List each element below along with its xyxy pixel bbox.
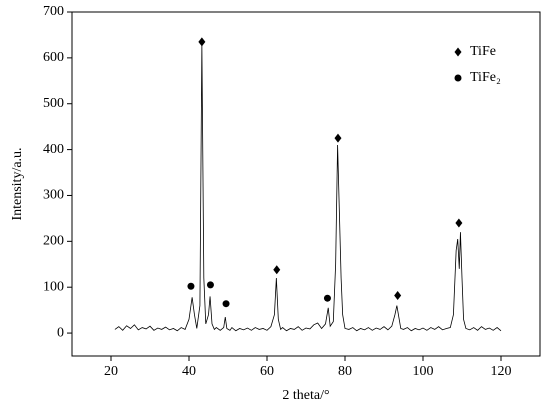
x-tick-label: 60 xyxy=(260,364,274,379)
x-tick-label: 80 xyxy=(338,364,352,379)
pattern-line xyxy=(114,44,502,332)
x-tick-label: 120 xyxy=(491,364,512,379)
y-tick-label: 600 xyxy=(43,50,64,65)
y-tick-label: 200 xyxy=(43,234,64,249)
diamond-marker xyxy=(334,133,342,143)
circle-marker xyxy=(222,300,230,308)
x-axis-label: 2 theta/° xyxy=(282,388,329,403)
circle-marker xyxy=(187,282,195,290)
y-tick-label: 300 xyxy=(43,188,64,203)
y-tick-label: 700 xyxy=(43,4,64,19)
diamond-marker xyxy=(273,265,281,275)
x-tick-label: 20 xyxy=(104,364,118,379)
circle-marker xyxy=(206,281,214,289)
y-tick-label: 100 xyxy=(43,279,64,294)
legend-label: TiFe xyxy=(470,44,496,59)
plot-frame xyxy=(71,11,541,357)
diamond-marker xyxy=(455,218,463,228)
legend-label: TiFe₂ xyxy=(470,70,501,85)
legend-marker xyxy=(454,74,462,82)
y-axis-label: Intensity/a.u. xyxy=(10,147,25,220)
x-tick-label: 40 xyxy=(182,364,196,379)
y-tick-label: 400 xyxy=(43,142,64,157)
circle-marker xyxy=(323,294,331,302)
legend-marker xyxy=(454,47,462,57)
x-tick-label: 100 xyxy=(413,364,434,379)
diamond-marker xyxy=(198,37,206,47)
y-tick-label: 0 xyxy=(57,325,64,340)
y-tick-label: 500 xyxy=(43,96,64,111)
diamond-marker xyxy=(394,290,402,300)
